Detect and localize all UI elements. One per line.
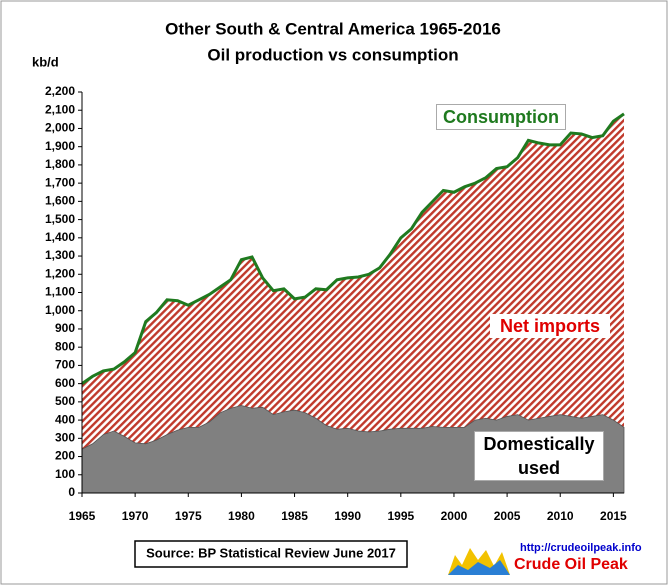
y-tick-label: 900 <box>55 321 75 335</box>
x-tick-label: 1965 <box>69 509 96 523</box>
y-tick-label: 200 <box>55 449 75 463</box>
area <box>82 113 624 493</box>
x-tick-label: 2010 <box>547 509 574 523</box>
x-tick-label: 1990 <box>334 509 361 523</box>
y-tick-label: 1,600 <box>45 194 75 208</box>
y-tick-label: 0 <box>68 485 75 499</box>
y-tick-label: 800 <box>55 339 75 353</box>
y-tick-label: 300 <box>55 430 75 444</box>
y-axis-label: kb/d <box>32 54 59 69</box>
y-tick-label: 1,500 <box>45 212 75 226</box>
chart-subtitle: Oil production vs consumption <box>207 45 458 64</box>
x-tick-label: 1985 <box>281 509 308 523</box>
series-label: Domestically used <box>474 431 604 481</box>
x-tick-label: 2000 <box>441 509 468 523</box>
source: Source: BP Statistical Review June 2017 <box>146 545 396 560</box>
y-tick-label: 400 <box>55 412 75 426</box>
source-box <box>134 540 408 568</box>
y-tick-label: 1,700 <box>45 175 75 189</box>
x-tick-label: 2005 <box>494 509 521 523</box>
x-tick-label: 1970 <box>122 509 149 523</box>
logo-text: Crude Oil Peak <box>514 556 628 573</box>
y-tick-label: 1,900 <box>45 139 75 153</box>
y-tick-label: 600 <box>55 376 75 390</box>
y-tick-label: 1,300 <box>45 248 75 262</box>
y-tick-label: 500 <box>55 394 75 408</box>
y-tick-label: 2,000 <box>45 121 75 135</box>
y-tick-label: 1,800 <box>45 157 75 171</box>
logo: http://crudeoilpeak.info Crude Oil Peak <box>448 542 642 575</box>
plot: 0 100 200 300 400 500 600 700 800 900 1,000 1,100 1,… <box>45 84 627 523</box>
x-tick-label: 1975 <box>175 509 202 523</box>
y-tick-label: 2,100 <box>45 102 75 116</box>
y-tick-label: 700 <box>55 358 75 372</box>
series-label: Consumption <box>436 104 566 130</box>
y-tick-label: 1,200 <box>45 266 75 280</box>
net-imports-label: Net imports <box>490 314 610 338</box>
y-tick-label: 100 <box>55 467 75 481</box>
chart-title: Other South & Central America 1965-2016 <box>165 19 501 38</box>
logo-url: http://crudeoilpeak.info <box>520 542 642 554</box>
y-tick-label: 1,400 <box>45 230 75 244</box>
y-tick-label: 1,000 <box>45 303 75 317</box>
y-tick-label: 1,100 <box>45 285 75 299</box>
x-tick-label: 1995 <box>387 509 414 523</box>
x-tick-label: 2015 <box>600 509 627 523</box>
y-tick-label: 2,200 <box>45 84 75 98</box>
line <box>81 112 625 385</box>
x-tick-label: 1980 <box>228 509 255 523</box>
logo-graphic <box>448 560 510 575</box>
